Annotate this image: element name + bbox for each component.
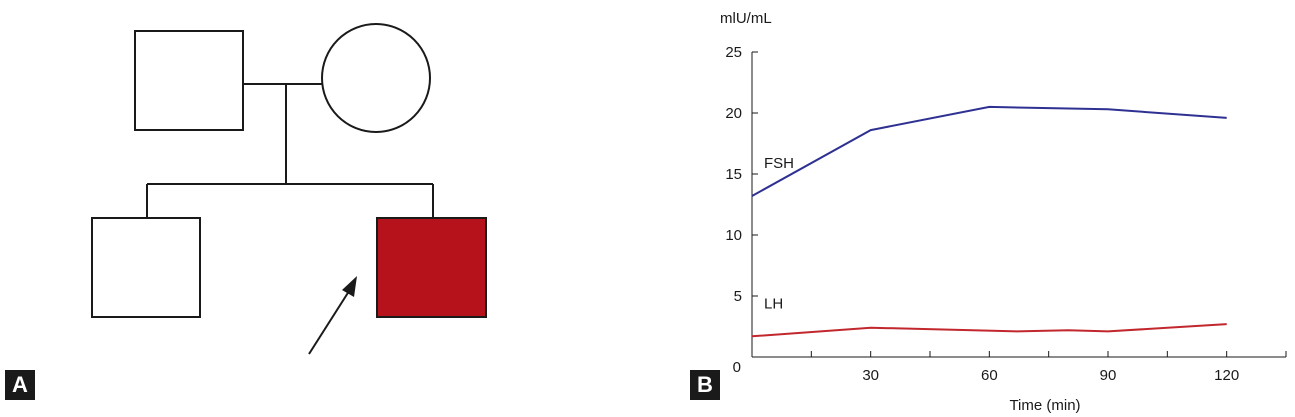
- x-axis-label: Time (min): [1009, 397, 1080, 414]
- proband-arrow-head: [342, 276, 357, 297]
- father-symbol: [134, 30, 244, 131]
- series-line-fsh: [751, 105, 1227, 197]
- y-tick-label: 10: [725, 227, 742, 244]
- x-tick-label: 60: [981, 367, 998, 384]
- x-ticks: 30 60 90 120: [810, 351, 1287, 384]
- brother-symbol: [91, 217, 201, 318]
- panel-label-b: B: [690, 370, 720, 400]
- x-tick-label: 30: [862, 367, 879, 384]
- series-layer: FSH LH: [751, 105, 1227, 338]
- series-label-fsh: FSH: [764, 155, 794, 172]
- proband-arrow-shaft: [308, 287, 352, 355]
- y-tick-label: 20: [725, 105, 742, 122]
- pedigree: [91, 23, 487, 355]
- y-tick-label: 15: [725, 166, 742, 183]
- series-label-lh: LH: [764, 295, 783, 312]
- panel-label-a: A: [5, 370, 35, 400]
- mother-symbol: [321, 23, 431, 133]
- series-line-lh: [751, 323, 1227, 338]
- origin-label: 0: [733, 359, 741, 376]
- proband-symbol: [376, 217, 487, 318]
- y-tick-label: 25: [725, 44, 742, 61]
- x-tick-label: 90: [1100, 367, 1117, 384]
- x-tick-label: 120: [1214, 367, 1239, 384]
- y-axis-label: mlU/mL: [720, 10, 772, 27]
- y-tick-label: 5: [734, 288, 742, 305]
- y-ticks: 5 10 15 20 25: [725, 44, 758, 305]
